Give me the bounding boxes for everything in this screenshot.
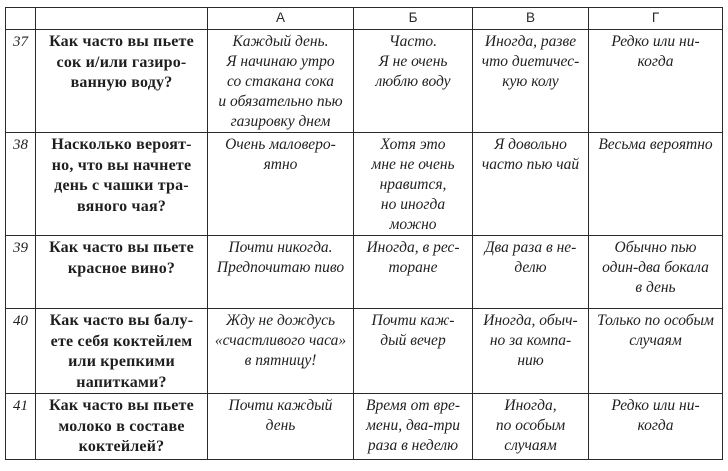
header-cell-a: А <box>207 7 354 30</box>
answer-cell-b: Иногда, в рес- торане <box>353 235 473 309</box>
question-cell: Насколько вероят- но, что вы начнете ден… <box>35 132 208 236</box>
row-number: 39 <box>5 235 36 309</box>
header-cell-question <box>35 7 208 30</box>
question-cell: Как часто вы балу- ете себя коктейлем ил… <box>35 308 208 394</box>
answer-cell-g: Только по особым случаям <box>588 308 723 394</box>
answer-cell-g: Редко или ни- когда <box>588 393 723 460</box>
header-cell-g: Г <box>588 7 723 30</box>
answer-cell-v: Два раза в не- делю <box>472 235 589 309</box>
question-cell: Как часто вы пьете сок и/или газиро- ван… <box>35 29 208 133</box>
answer-cell-g: Весьма вероятно <box>588 132 723 236</box>
answer-cell-g: Редко или ни- когда <box>588 29 723 133</box>
answer-cell-b: Почти каж- дый вечер <box>353 308 473 394</box>
answer-cell-a: Почти никогда. Предпочитаю пиво <box>207 235 354 309</box>
answer-cell-a: Жду не дождусь «счастливого часа» в пятн… <box>207 308 354 394</box>
answer-cell-v: Иногда, обыч- но за компа- нию <box>472 308 589 394</box>
row-number: 37 <box>5 29 36 133</box>
header-cell-v: В <box>472 7 589 30</box>
row-number: 41 <box>5 393 36 460</box>
answer-cell-v: Иногда, разве что диетичес- кую колу <box>472 29 589 133</box>
question-cell: Как часто вы пьете красное вино? <box>35 235 208 309</box>
answer-cell-b: Хотя это мне не очень нравится, но иногд… <box>353 132 473 236</box>
header-cell-number <box>5 7 36 30</box>
questionnaire-table: А Б В Г 37 Как часто вы пьете сок и/или … <box>5 7 723 460</box>
table-row: 40 Как часто вы балу- ете себя коктейлем… <box>5 308 723 394</box>
answer-cell-b: Часто. Я не очень люблю воду <box>353 29 473 133</box>
row-number: 38 <box>5 132 36 236</box>
answer-cell-a: Очень маловеро- ятно <box>207 132 354 236</box>
header-row: А Б В Г <box>5 7 723 30</box>
question-cell: Как часто вы пьете молоко в составе кокт… <box>35 393 208 460</box>
answer-cell-v: Я довольно часто пью чай <box>472 132 589 236</box>
answer-cell-b: Время от вре- мени, два-три раза в недел… <box>353 393 473 460</box>
table-row: 38 Насколько вероят- но, что вы начнете … <box>5 132 723 236</box>
answer-cell-a: Каждый день. Я начинаю утро со стакана с… <box>207 29 354 133</box>
row-number: 40 <box>5 308 36 394</box>
table-row: 41 Как часто вы пьете молоко в составе к… <box>5 393 723 460</box>
answer-cell-g: Обычно пью один-два бокала в день <box>588 235 723 309</box>
table-row: 39 Как часто вы пьете красное вино? Почт… <box>5 235 723 309</box>
answer-cell-a: Почти каждый день <box>207 393 354 460</box>
table-row: 37 Как часто вы пьете сок и/или газиро- … <box>5 29 723 133</box>
header-cell-b: Б <box>353 7 473 30</box>
answer-cell-v: Иногда, по особым случаям <box>472 393 589 460</box>
